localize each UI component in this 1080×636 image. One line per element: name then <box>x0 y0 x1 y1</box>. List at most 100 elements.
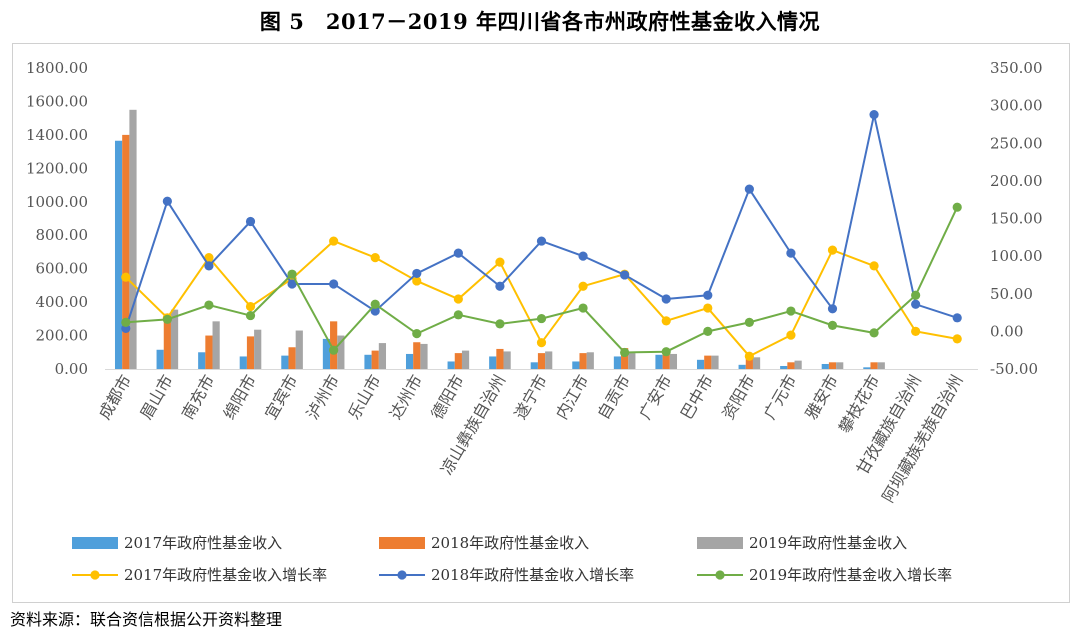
left-tick-label: 1400.00 <box>26 126 88 144</box>
bar-2018-2 <box>205 335 213 369</box>
point-2018-12 <box>620 270 630 280</box>
legend-swatch-bar <box>697 537 743 549</box>
point-2019-4 <box>287 269 297 279</box>
bar-2019-1 <box>170 309 179 369</box>
bar-2017-5 <box>322 338 331 369</box>
right-tick-label: 300.00 <box>990 97 1043 115</box>
bar-2018-8 <box>454 353 462 369</box>
right-tick-label: 50.00 <box>990 285 1033 303</box>
category-label: 宜宾市 <box>261 372 301 423</box>
bar-2017-14 <box>696 359 705 369</box>
category-label: 眉山市 <box>136 372 176 423</box>
point-2019-14 <box>703 326 713 336</box>
bar-2019-14 <box>711 355 719 369</box>
category-label: 绵阳市 <box>220 372 260 423</box>
left-tick-label: 200.00 <box>36 327 89 345</box>
bar-2019-17 <box>836 362 844 369</box>
bar-2019-4 <box>295 330 303 369</box>
point-2017-16 <box>786 330 796 340</box>
bar-2018-15 <box>745 358 753 369</box>
bar-2017-16 <box>780 365 788 369</box>
category-label: 乐山市 <box>344 372 384 423</box>
bar-2018-17 <box>828 362 837 369</box>
bar-2019-11 <box>586 352 594 369</box>
right-tick-label: 150.00 <box>990 210 1043 228</box>
category-label: 雅安市 <box>802 372 842 423</box>
point-2019-2 <box>204 300 214 310</box>
legend-label: 2018年政府性基金收入增长率 <box>431 566 634 584</box>
point-2017-9 <box>495 257 505 267</box>
point-2017-20 <box>952 334 962 344</box>
bar-2019-3 <box>254 329 262 369</box>
point-2017-3 <box>245 301 256 312</box>
point-2017-15 <box>744 351 754 361</box>
point-2019-12 <box>620 347 630 358</box>
legend-swatch-bar <box>72 537 118 549</box>
category-label: 广元市 <box>760 372 800 423</box>
bar-2017-0 <box>114 140 123 369</box>
category-label: 成都市 <box>95 372 135 423</box>
point-2017-18 <box>869 261 879 271</box>
legend-swatch-bar <box>379 537 425 549</box>
bar-2019-2 <box>212 321 220 369</box>
point-2017-13 <box>661 316 671 326</box>
legend-label: 2019年政府性基金收入增长率 <box>749 566 952 584</box>
point-2019-10 <box>536 313 547 324</box>
category-label: 资阳市 <box>718 372 758 423</box>
legend-label: 2019年政府性基金收入 <box>749 534 907 552</box>
point-2018-19 <box>911 299 921 309</box>
point-2018-17 <box>827 304 838 314</box>
category-label: 达州市 <box>386 372 426 423</box>
point-2019-5 <box>329 345 339 355</box>
bar-2019-0 <box>129 109 137 370</box>
left-tick-label: 1600.00 <box>26 92 88 110</box>
bar-2018-5 <box>330 321 338 369</box>
right-tick-label: 250.00 <box>990 134 1043 152</box>
bar-2019-6 <box>378 343 387 369</box>
bar-2019-5 <box>337 335 345 369</box>
category-label: 遂宁市 <box>511 372 551 423</box>
source-note: 资料来源：联合资信根据公开资料整理 <box>10 610 283 629</box>
bar-2017-11 <box>572 361 580 369</box>
point-2017-11 <box>578 281 588 291</box>
bar-2017-9 <box>489 356 497 369</box>
point-2019-6 <box>370 299 380 309</box>
point-2017-19 <box>911 326 921 336</box>
point-2018-13 <box>661 294 671 304</box>
bar-2018-6 <box>371 350 379 369</box>
bar-2018-16 <box>787 362 795 369</box>
point-2017-14 <box>703 303 713 313</box>
point-2019-15 <box>744 317 754 327</box>
bar-2017-7 <box>405 353 414 369</box>
bar-2018-18 <box>870 362 878 369</box>
point-2017-0 <box>121 272 131 282</box>
bar-2017-1 <box>156 349 164 369</box>
bar-2019-9 <box>503 351 511 369</box>
category-label: 泸州市 <box>303 372 343 423</box>
point-2017-17 <box>827 245 838 255</box>
legend-label: 2018年政府性基金收入 <box>431 534 589 552</box>
point-2018-6 <box>370 306 380 316</box>
bar-2018-4 <box>288 347 296 369</box>
left-tick-label: 800.00 <box>36 226 89 244</box>
right-tick-label: 350.00 <box>990 59 1043 77</box>
bar-2019-7 <box>420 343 428 369</box>
point-2017-5 <box>329 236 339 246</box>
right-tick-label: 100.00 <box>990 247 1043 265</box>
right-tick-label: 0.00 <box>990 322 1023 340</box>
point-2018-3 <box>245 216 256 227</box>
bar-2018-9 <box>496 348 504 369</box>
point-2018-5 <box>329 279 339 289</box>
chart-title: 图 5 2017－2019 年四川省各市州政府性基金收入情况 <box>259 9 821 34</box>
point-2019-3 <box>245 310 256 321</box>
point-2019-18 <box>869 328 879 338</box>
point-2018-18 <box>869 110 879 120</box>
legend-marker <box>90 570 100 580</box>
category-label: 自贡市 <box>594 372 634 423</box>
bar-2018-0 <box>122 134 130 369</box>
legend-marker <box>715 570 725 580</box>
bar-2019-13 <box>669 353 678 369</box>
bar-2017-15 <box>738 364 746 369</box>
point-2019-13 <box>661 347 671 357</box>
bar-2017-13 <box>655 354 663 369</box>
